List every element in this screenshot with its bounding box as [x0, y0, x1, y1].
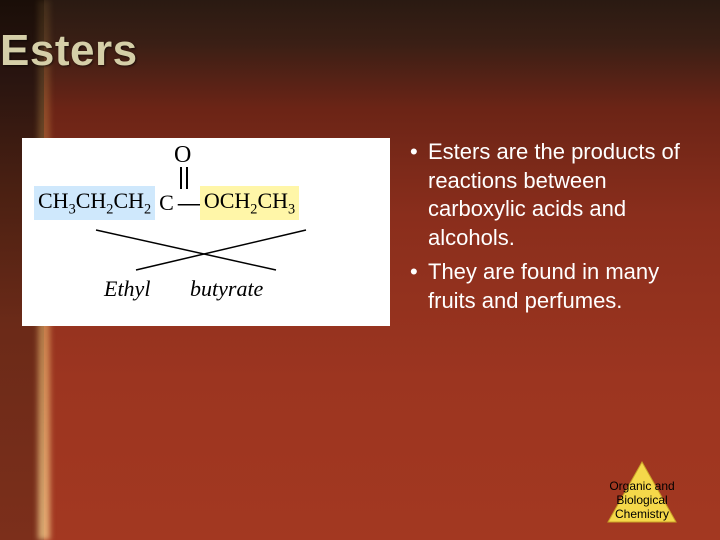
slide-title: Esters: [0, 26, 138, 76]
name-part-ethyl: Ethyl: [104, 276, 150, 302]
footer-line: Biological: [592, 494, 692, 508]
bullet-list: Esters are the products of reactions bet…: [410, 138, 700, 322]
footer-line: Chemistry: [592, 508, 692, 522]
cross-lines-icon: [86, 226, 326, 274]
name-part-butyrate: butyrate: [190, 276, 263, 302]
alcohol-fragment: OCH2CH3: [200, 186, 299, 220]
carbonyl-carbon: C: [155, 188, 178, 218]
acid-fragment: CH3CH2CH2: [34, 186, 155, 220]
list-item: They are found in many fruits and perfum…: [410, 258, 700, 315]
chemical-formula: O CH3CH2CH2C—OCH2CH3 Ethyl butyrate: [22, 138, 390, 326]
footer-text: Organic and Biological Chemistry: [592, 480, 692, 521]
oxygen-atom: O: [174, 142, 191, 169]
footer-badge: Organic and Biological Chemistry: [592, 458, 692, 528]
list-item: Esters are the products of reactions bet…: [410, 138, 700, 252]
footer-line: Organic and: [592, 480, 692, 494]
formula-line: CH3CH2CH2C—OCH2CH3: [34, 186, 299, 220]
chemical-structure-diagram: O CH3CH2CH2C—OCH2CH3 Ethyl butyrate: [22, 138, 390, 326]
single-bond-icon: —: [178, 190, 200, 216]
